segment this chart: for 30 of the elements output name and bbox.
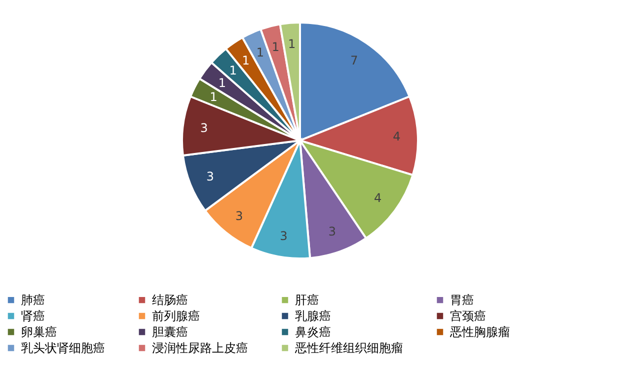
data-label: 3	[328, 224, 336, 239]
legend-label: 肾癌	[21, 309, 45, 323]
data-label: 1	[242, 53, 250, 68]
data-label: 1	[229, 64, 237, 78]
legend-label: 浸润性尿路上皮癌	[152, 341, 248, 355]
legend-label: 恶性胸腺瘤	[449, 325, 510, 339]
data-label: 1	[210, 90, 218, 104]
legend-label: 乳头状肾细胞癌	[21, 341, 105, 355]
legend-label: 鼻炎癌	[295, 325, 331, 339]
data-label: 1	[288, 37, 296, 52]
data-label: 1	[256, 45, 264, 60]
data-label: 1	[272, 40, 280, 54]
legend-label: 卵巢癌	[21, 325, 57, 339]
legend-label: 肝癌	[295, 293, 319, 308]
data-label: 4	[374, 191, 382, 206]
legend-label: 肺癌	[21, 293, 45, 308]
data-label: 3	[235, 208, 244, 223]
data-label: 7	[350, 53, 358, 68]
legend-label: 胃癌	[450, 293, 474, 308]
legend-label: 宫颈癌	[450, 309, 486, 323]
data-label: 3	[206, 170, 214, 184]
legend-label: 乳腺癌	[295, 309, 331, 323]
data-label: 4	[392, 129, 400, 144]
legend-label: 结肠癌	[152, 293, 188, 308]
data-label: 1	[218, 76, 226, 90]
legend-label: 恶性纤维组织细胞瘤	[294, 341, 403, 355]
legend-label: 前列腺癌	[152, 309, 200, 323]
data-label: 3	[280, 228, 288, 243]
data-label: 3	[200, 121, 208, 136]
legend-label: 胆囊癌	[152, 325, 188, 339]
